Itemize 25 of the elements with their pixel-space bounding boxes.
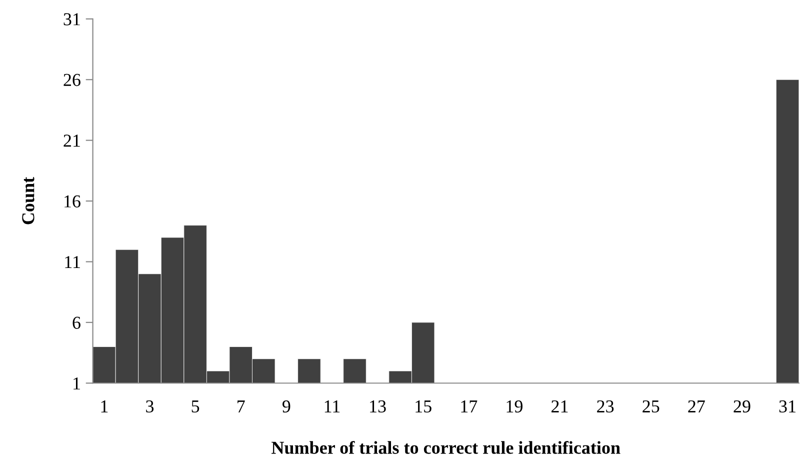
x-tick-label: 9	[282, 400, 290, 413]
x-tick-label: 25	[642, 400, 660, 413]
x-tick-label: 15	[416, 400, 432, 413]
x-tick-label: 27	[688, 400, 705, 412]
y-tick-label: 21	[64, 134, 80, 147]
y-tick-label: 31	[64, 13, 80, 26]
x-tick-label: 31	[779, 400, 796, 413]
x-tick-label: 19	[506, 400, 522, 413]
y-tick-label: 1	[74, 377, 80, 390]
x-tick-label: 29	[734, 400, 750, 413]
y-tick-label: 26	[64, 74, 80, 86]
x-tick-label: 11	[324, 400, 340, 412]
y-axis-title: Count	[22, 177, 34, 224]
y-tick-label: 6	[72, 316, 80, 329]
y-tick-label: 11	[65, 256, 80, 268]
y-tick-label: 16	[64, 195, 80, 208]
x-tick-label: 1	[101, 400, 108, 412]
x-tick-label: 23	[597, 400, 614, 413]
x-tick-label: 5	[192, 400, 200, 413]
x-tick-label: 21	[552, 400, 568, 412]
x-tick-label: 17	[461, 400, 478, 412]
x-axis-title: Number of trials to correct rule identification	[272, 440, 620, 454]
x-tick-label: 3	[146, 400, 154, 413]
x-tick-label: 7	[238, 400, 245, 412]
x-tick-label: 13	[370, 400, 386, 413]
